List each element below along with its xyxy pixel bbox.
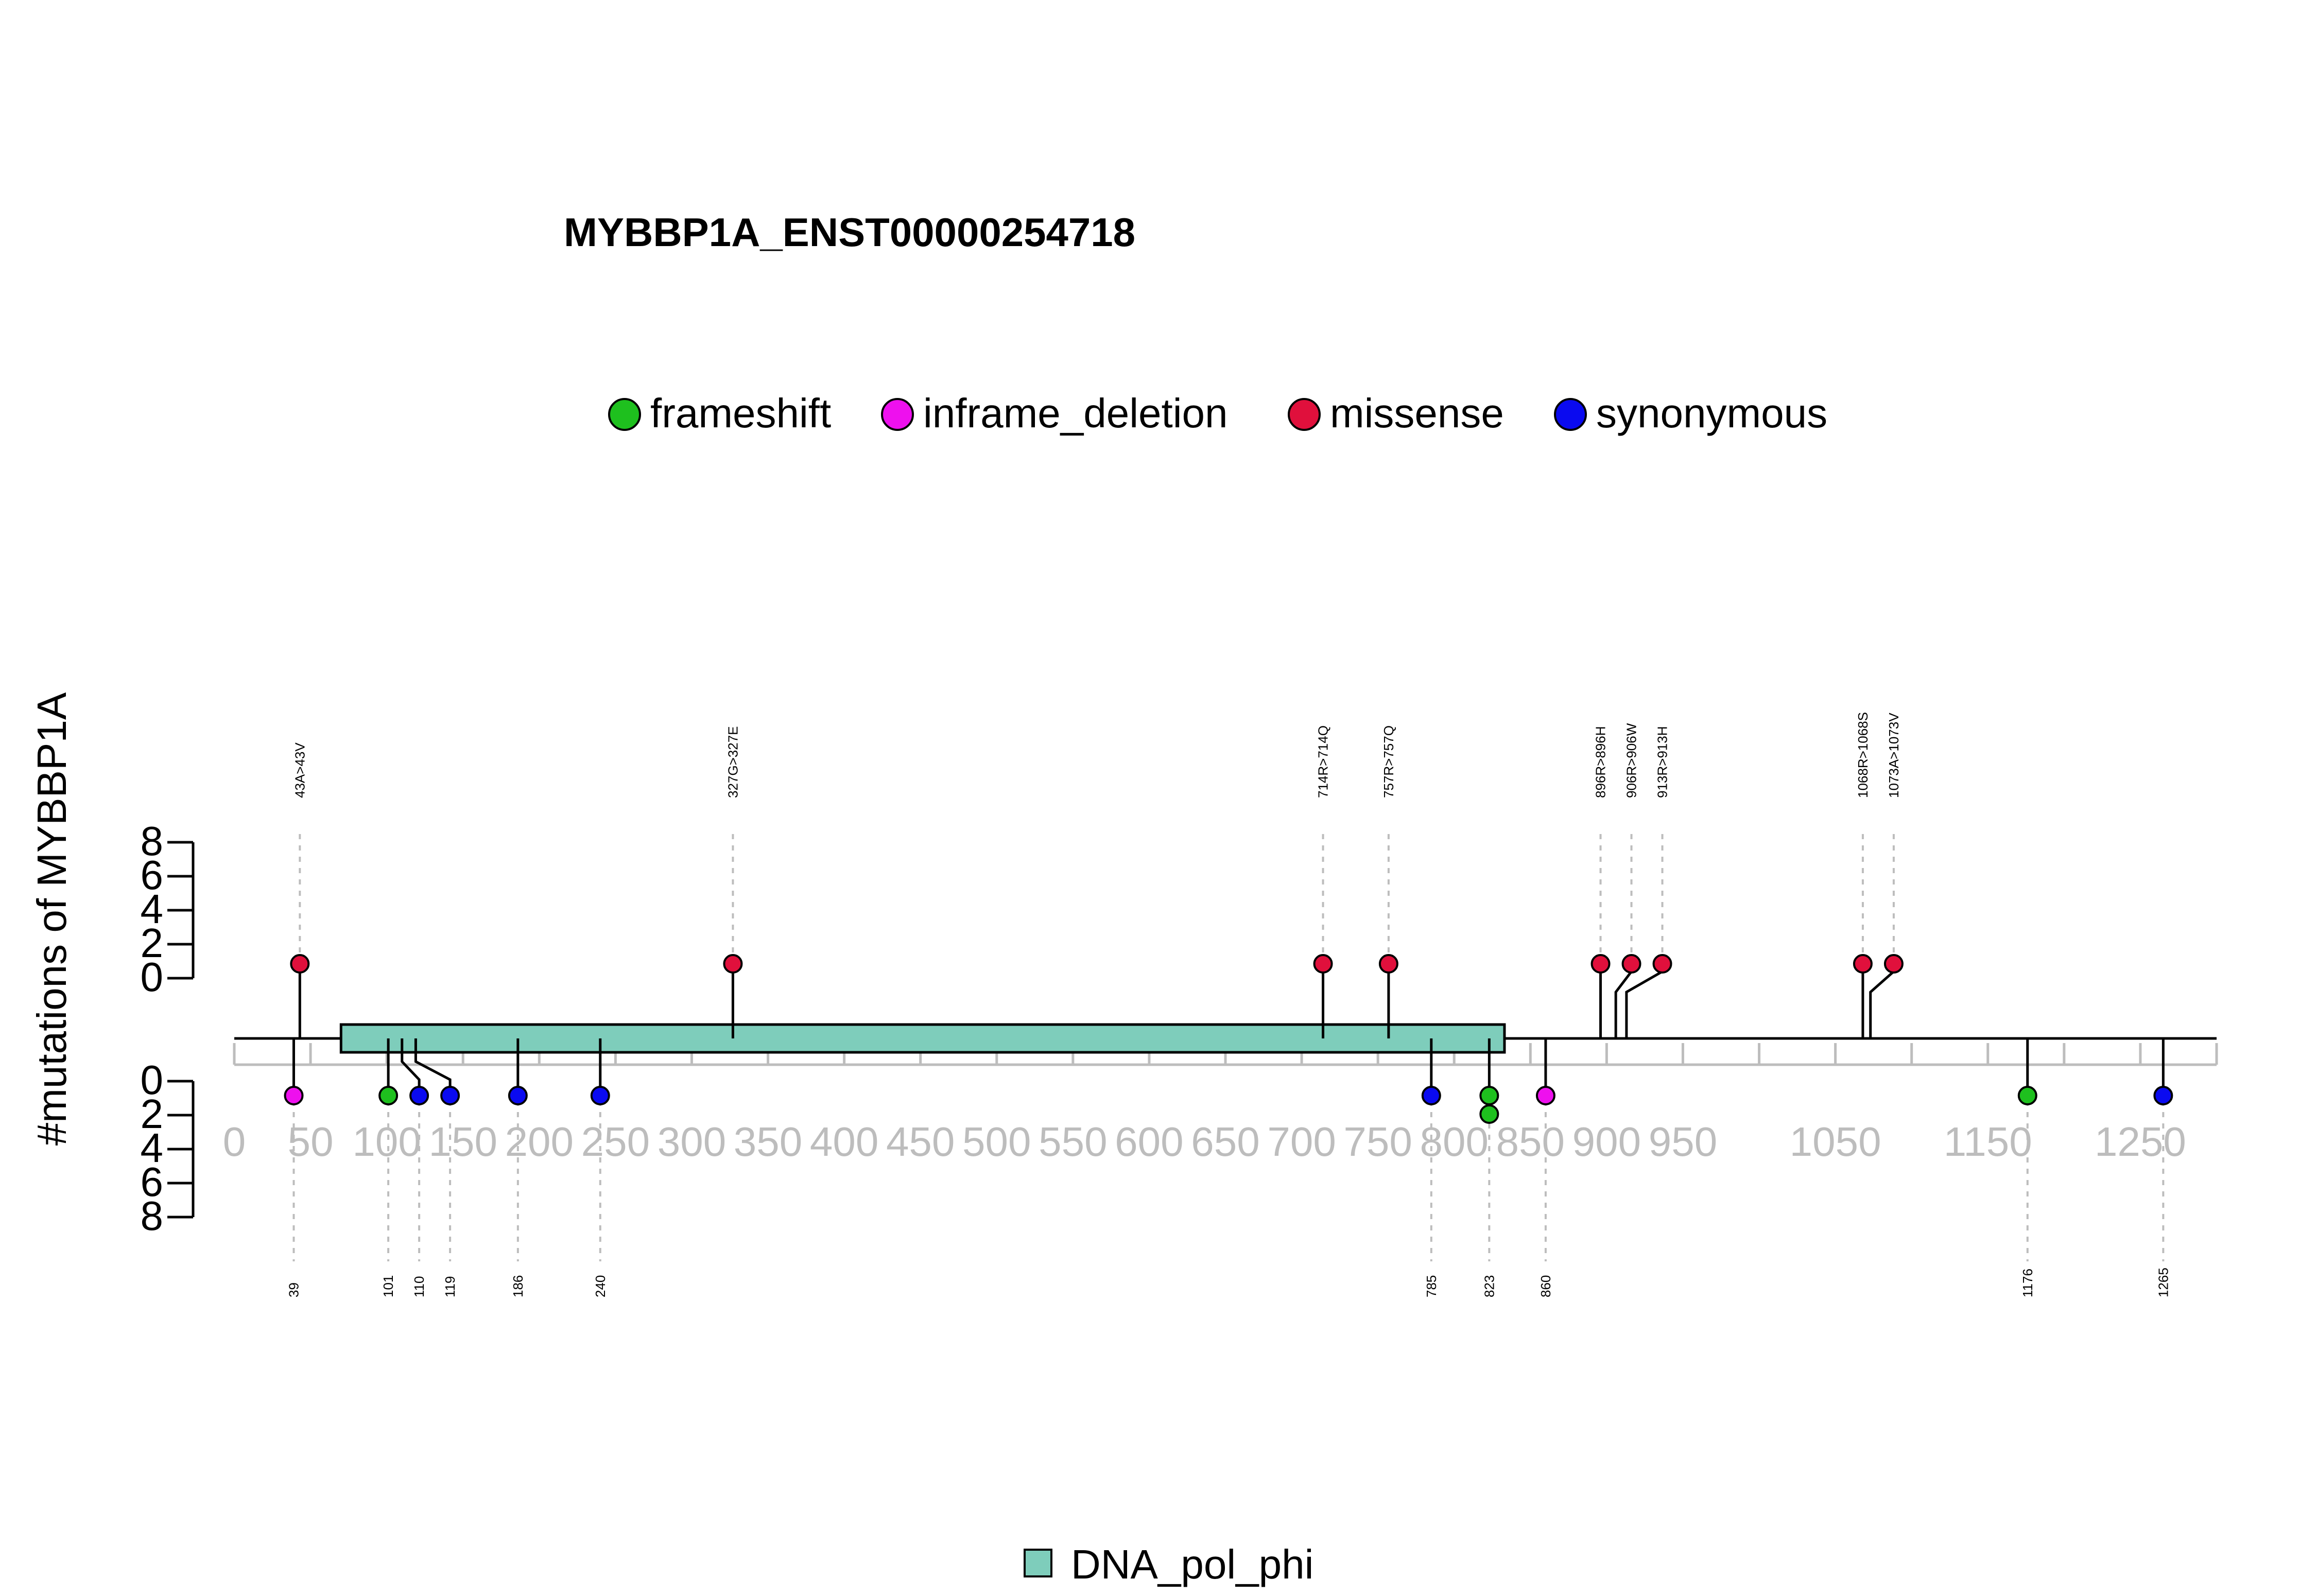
x-tick-label-250: 250 bbox=[581, 1119, 650, 1165]
x-tick-label-800: 800 bbox=[1420, 1119, 1488, 1165]
y-bottom-tick-label-6: 6 bbox=[141, 1159, 164, 1205]
top-mutation-714-label: 714R>714Q bbox=[1316, 725, 1331, 798]
bottom-mutation-823-head bbox=[1479, 1104, 1499, 1124]
top-mutation-906-head bbox=[1621, 954, 1641, 974]
x-tick-label-600: 600 bbox=[1115, 1119, 1183, 1165]
x-tick-label-200: 200 bbox=[505, 1119, 574, 1165]
x-tick-label-1050: 1050 bbox=[1790, 1119, 1881, 1165]
legend-label-frameshift: frameshift bbox=[650, 390, 831, 436]
top-mutation-896-head bbox=[1590, 954, 1611, 974]
domain-legend-swatch bbox=[1024, 1549, 1052, 1577]
top-mutation-43-label: 43A>43V bbox=[292, 742, 307, 798]
bottom-mutation-119-label: 119 bbox=[442, 1276, 458, 1297]
domain-legend: DNA_pol_phi bbox=[1024, 1541, 1313, 1587]
legend-label-inframe_deletion: inframe_deletion bbox=[923, 390, 1227, 436]
bottom-mutation-110-head bbox=[409, 1086, 429, 1105]
bottom-mutation-823-label: 823 bbox=[1481, 1275, 1497, 1297]
x-tick-label-750: 750 bbox=[1343, 1119, 1412, 1165]
bottom-mutation-186-label: 186 bbox=[510, 1275, 526, 1297]
bottom-mutations: 39 101 110 119 186 240 785 823 860 1176 1265 bbox=[284, 1038, 2173, 1297]
legend-swatch-inframe_deletion bbox=[881, 398, 914, 431]
top-mutation-1073-label: 1073A>1073V bbox=[1886, 713, 1901, 798]
bottom-mutation-39-head bbox=[284, 1086, 304, 1105]
top-mutation-1068-label: 1068R>1068S bbox=[1855, 712, 1871, 798]
bottom-mutation-240-head bbox=[590, 1086, 610, 1105]
bottom-mutation-186-head bbox=[508, 1086, 528, 1105]
y-top-tick-label-2: 2 bbox=[141, 920, 164, 966]
top-mutation-1073-head bbox=[1883, 954, 1904, 974]
domain-DNA_pol_phi bbox=[339, 1023, 1506, 1054]
y-bottom-tick-label-2: 2 bbox=[141, 1091, 164, 1137]
top-mutation-714-head bbox=[1313, 954, 1333, 974]
x-tick-label-1250: 1250 bbox=[2095, 1119, 2186, 1165]
top-mutation-757-head bbox=[1378, 954, 1398, 974]
top-mutation-906-stem bbox=[1614, 964, 1633, 1038]
top-mutation-896-label: 896R>896H bbox=[1593, 726, 1609, 799]
top-mutation-1073-stem bbox=[1869, 964, 1895, 1038]
top-mutation-327-label: 327G>327E bbox=[725, 726, 740, 798]
bottom-mutation-110-label: 110 bbox=[411, 1276, 427, 1297]
top-mutation-913-label: 913R>913H bbox=[1655, 726, 1670, 799]
bottom-mutation-101-label: 101 bbox=[381, 1275, 396, 1297]
top-mutation-327-head bbox=[723, 954, 743, 974]
legend-swatch-frameshift bbox=[608, 398, 641, 431]
top-mutation-757-label: 757R>757Q bbox=[1381, 725, 1396, 798]
x-tick-label-150: 150 bbox=[428, 1119, 497, 1165]
bottom-mutation-1265-label: 1265 bbox=[2155, 1268, 2171, 1297]
x-tick-label-1150: 1150 bbox=[1944, 1119, 2032, 1165]
bottom-mutation-860-label: 860 bbox=[1538, 1275, 1553, 1297]
bottom-mutation-785-label: 785 bbox=[1424, 1275, 1439, 1297]
bottom-mutation-785-head bbox=[1421, 1086, 1441, 1105]
y-top-tick-label-8: 8 bbox=[141, 818, 164, 864]
y-top-tick-label-4: 4 bbox=[141, 886, 164, 932]
bottom-mutation-823-head bbox=[1479, 1086, 1499, 1105]
x-tick-label-400: 400 bbox=[810, 1119, 878, 1165]
x-tick-label-500: 500 bbox=[962, 1119, 1031, 1165]
top-mutation-913-stem bbox=[1625, 964, 1664, 1038]
legend-label-missense: missense bbox=[1330, 390, 1504, 436]
bottom-mutation-1176-label: 1176 bbox=[2020, 1269, 2035, 1297]
y-top-tick-label-0: 0 bbox=[141, 954, 164, 1000]
x-tick-label-700: 700 bbox=[1267, 1119, 1336, 1165]
x-tick-label-950: 950 bbox=[1649, 1119, 1717, 1165]
top-mutation-43-head bbox=[290, 954, 310, 974]
legend: frameshift inframe_deletion missense synony… bbox=[608, 390, 1827, 436]
protein-backbone bbox=[234, 1023, 2217, 1054]
top-mutations: 43A>43V 327G>327E 714R>714Q 757R>757Q 896R>8… bbox=[290, 712, 1904, 1038]
y-bottom-tick-label-4: 4 bbox=[141, 1125, 164, 1171]
x-tick-label-300: 300 bbox=[658, 1119, 726, 1165]
x-tick-label-50: 50 bbox=[288, 1119, 334, 1165]
x-tick-label-0: 0 bbox=[223, 1119, 246, 1165]
top-mutation-906-label: 906R>906W bbox=[1624, 723, 1639, 798]
bottom-mutation-860-head bbox=[1535, 1086, 1555, 1105]
bottom-mutation-240-label: 240 bbox=[593, 1275, 608, 1297]
domain-legend-label: DNA_pol_phi bbox=[1071, 1541, 1313, 1587]
bottom-mutation-1265-head bbox=[2153, 1086, 2173, 1105]
top-mutation-913-head bbox=[1652, 954, 1672, 974]
chart-title: MYBBP1A_ENST00000254718 bbox=[564, 210, 1135, 255]
x-tick-label-100: 100 bbox=[352, 1119, 421, 1165]
x-tick-label-350: 350 bbox=[734, 1119, 802, 1165]
x-tick-label-850: 850 bbox=[1496, 1119, 1565, 1165]
legend-swatch-missense bbox=[1288, 398, 1321, 431]
y-bottom-tick-label-0: 0 bbox=[141, 1057, 164, 1103]
bottom-mutation-119-head bbox=[440, 1086, 460, 1105]
x-tick-label-650: 650 bbox=[1191, 1119, 1259, 1165]
top-mutation-1068-head bbox=[1853, 954, 1873, 974]
bottom-mutation-39-label: 39 bbox=[286, 1282, 302, 1297]
x-axis: 0 50 100 150 200 250 300 350 400 450 500 550 600 650 7… bbox=[223, 1043, 2218, 1165]
bottom-mutation-1176-head bbox=[2017, 1086, 2037, 1105]
y-top-tick-label-6: 6 bbox=[141, 852, 164, 898]
x-tick-label-450: 450 bbox=[886, 1119, 955, 1165]
legend-label-synonymous: synonymous bbox=[1596, 390, 1827, 436]
y-axis-label: #mutations of MYBBP1A bbox=[29, 692, 75, 1146]
bottom-mutation-101-head bbox=[378, 1086, 399, 1105]
x-tick-label-550: 550 bbox=[1039, 1119, 1107, 1165]
y-bottom-tick-label-8: 8 bbox=[141, 1193, 164, 1239]
x-tick-label-900: 900 bbox=[1572, 1119, 1641, 1165]
legend-swatch-synonymous bbox=[1554, 398, 1587, 431]
